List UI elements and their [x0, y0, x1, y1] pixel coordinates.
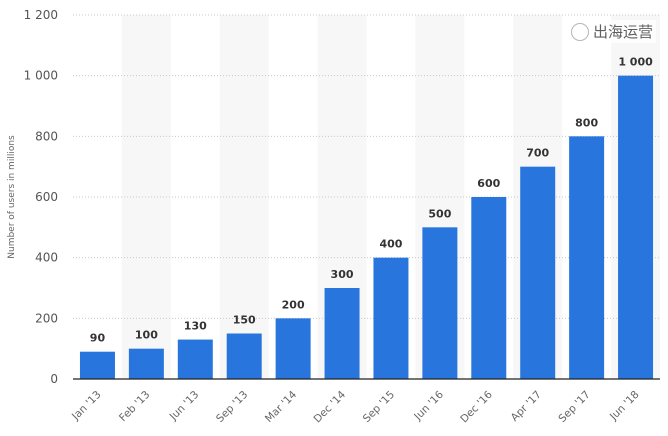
y-axis-label: Number of users in millions — [7, 135, 17, 259]
x-tick-label: Feb '13 — [117, 389, 152, 424]
data-label: 600 — [477, 177, 500, 190]
bar — [177, 339, 213, 379]
wechat-logo-icon — [571, 22, 589, 41]
data-label: 500 — [428, 207, 451, 220]
x-tick-label: Apr '17 — [509, 389, 544, 424]
watermark-text: 出海运营 — [593, 23, 654, 41]
y-tick-label: 800 — [35, 129, 58, 143]
x-tick-label: Dec '16 — [458, 388, 495, 425]
data-label: 1 000 — [618, 56, 653, 69]
data-label: 200 — [282, 298, 305, 311]
data-label: 130 — [184, 320, 207, 333]
y-tick-label: 1 200 — [24, 8, 58, 22]
data-label: 90 — [90, 332, 106, 345]
data-label: 150 — [233, 314, 256, 327]
bar — [128, 348, 164, 379]
y-tick-label: 0 — [50, 372, 58, 386]
data-label: 300 — [331, 268, 354, 281]
bar — [422, 227, 458, 379]
x-tick-label: Jun '16 — [411, 388, 446, 423]
data-label: 100 — [135, 329, 158, 342]
bar — [373, 257, 409, 379]
y-tick-label: 400 — [35, 251, 58, 265]
y-tick-label: 200 — [35, 311, 58, 325]
x-tick-label: Jan '13 — [69, 389, 103, 423]
x-tick-label: Jun '18 — [607, 389, 642, 424]
x-tick-label: Mar '14 — [263, 388, 300, 425]
x-tick-label: Dec '14 — [311, 388, 348, 425]
bar — [79, 351, 115, 379]
x-tick-label: Sep '13 — [214, 389, 250, 425]
x-tick-label: Jun '13 — [167, 389, 202, 424]
data-label: 800 — [575, 116, 598, 129]
data-label: 700 — [526, 147, 549, 160]
x-tick-label: Sep '17 — [556, 389, 592, 425]
data-label: 400 — [379, 238, 402, 251]
y-tick-label: 600 — [35, 190, 58, 204]
bar — [324, 288, 360, 379]
watermark: 出海运营 — [568, 20, 657, 43]
bar — [275, 318, 311, 379]
bar — [226, 333, 262, 379]
bar — [618, 75, 654, 380]
bar — [520, 166, 556, 379]
x-tick-label: Sep '15 — [361, 389, 397, 425]
y-tick-label: 1 000 — [24, 69, 58, 83]
bar — [471, 197, 507, 379]
bar — [569, 136, 605, 379]
